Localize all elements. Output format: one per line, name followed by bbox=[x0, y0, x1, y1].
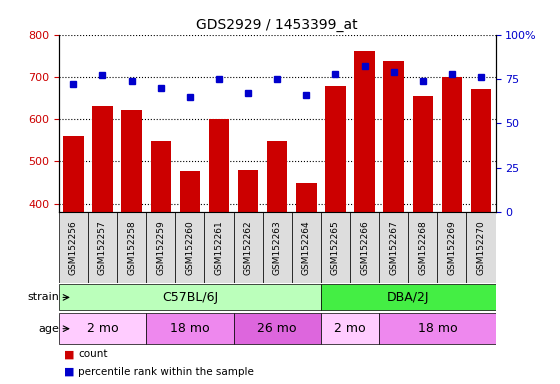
Bar bbox=[209, 119, 229, 212]
Bar bbox=[321, 212, 350, 283]
Bar bbox=[63, 136, 83, 212]
Text: 18 mo: 18 mo bbox=[170, 322, 209, 335]
Text: 26 mo: 26 mo bbox=[258, 322, 297, 335]
Text: GSM152266: GSM152266 bbox=[360, 220, 369, 275]
Text: GSM152261: GSM152261 bbox=[214, 220, 223, 275]
Text: GSM152263: GSM152263 bbox=[273, 220, 282, 275]
Bar bbox=[238, 170, 258, 212]
Bar bbox=[263, 212, 292, 283]
Bar bbox=[350, 212, 379, 283]
Text: GSM152267: GSM152267 bbox=[389, 220, 398, 275]
Text: GSM152262: GSM152262 bbox=[244, 220, 253, 275]
Bar bbox=[204, 212, 234, 283]
Text: 2 mo: 2 mo bbox=[334, 322, 366, 335]
Bar bbox=[88, 212, 117, 283]
Text: strain: strain bbox=[27, 292, 59, 303]
Bar bbox=[59, 212, 88, 283]
Bar bbox=[59, 285, 321, 310]
Bar bbox=[146, 212, 175, 283]
Bar bbox=[379, 313, 496, 344]
Text: GSM152260: GSM152260 bbox=[185, 220, 194, 275]
Text: GSM152264: GSM152264 bbox=[302, 220, 311, 275]
Bar bbox=[321, 313, 379, 344]
Bar bbox=[354, 51, 375, 212]
Bar bbox=[122, 110, 142, 212]
Text: 2 mo: 2 mo bbox=[87, 322, 118, 335]
Bar bbox=[117, 212, 146, 283]
Text: GSM152269: GSM152269 bbox=[447, 220, 456, 275]
Title: GDS2929 / 1453399_at: GDS2929 / 1453399_at bbox=[197, 18, 358, 32]
Text: C57BL/6J: C57BL/6J bbox=[162, 291, 218, 304]
Bar bbox=[408, 212, 437, 283]
Bar bbox=[413, 96, 433, 212]
Text: GSM152265: GSM152265 bbox=[331, 220, 340, 275]
Bar bbox=[151, 141, 171, 212]
Text: percentile rank within the sample: percentile rank within the sample bbox=[78, 367, 254, 377]
Bar bbox=[234, 313, 321, 344]
Text: GSM152258: GSM152258 bbox=[127, 220, 136, 275]
Bar bbox=[442, 77, 462, 212]
Text: count: count bbox=[78, 349, 108, 359]
Text: ■: ■ bbox=[64, 349, 75, 359]
Bar bbox=[146, 313, 234, 344]
Bar bbox=[292, 212, 321, 283]
Text: ■: ■ bbox=[64, 367, 75, 377]
Text: age: age bbox=[39, 324, 59, 334]
Bar bbox=[267, 141, 287, 212]
Bar bbox=[296, 183, 316, 212]
Bar bbox=[471, 89, 491, 212]
Bar bbox=[180, 171, 200, 212]
Bar bbox=[325, 86, 346, 212]
Text: GSM152257: GSM152257 bbox=[98, 220, 107, 275]
Bar bbox=[92, 106, 113, 212]
Bar bbox=[379, 212, 408, 283]
Bar bbox=[466, 212, 496, 283]
Bar bbox=[59, 313, 146, 344]
Bar bbox=[234, 212, 263, 283]
Bar bbox=[384, 61, 404, 212]
Text: 18 mo: 18 mo bbox=[418, 322, 457, 335]
Text: DBA/2J: DBA/2J bbox=[387, 291, 430, 304]
Bar bbox=[321, 285, 496, 310]
Text: GSM152268: GSM152268 bbox=[418, 220, 427, 275]
Bar bbox=[437, 212, 466, 283]
Bar bbox=[175, 212, 204, 283]
Text: GSM152259: GSM152259 bbox=[156, 220, 165, 275]
Text: GSM152270: GSM152270 bbox=[477, 220, 486, 275]
Text: GSM152256: GSM152256 bbox=[69, 220, 78, 275]
